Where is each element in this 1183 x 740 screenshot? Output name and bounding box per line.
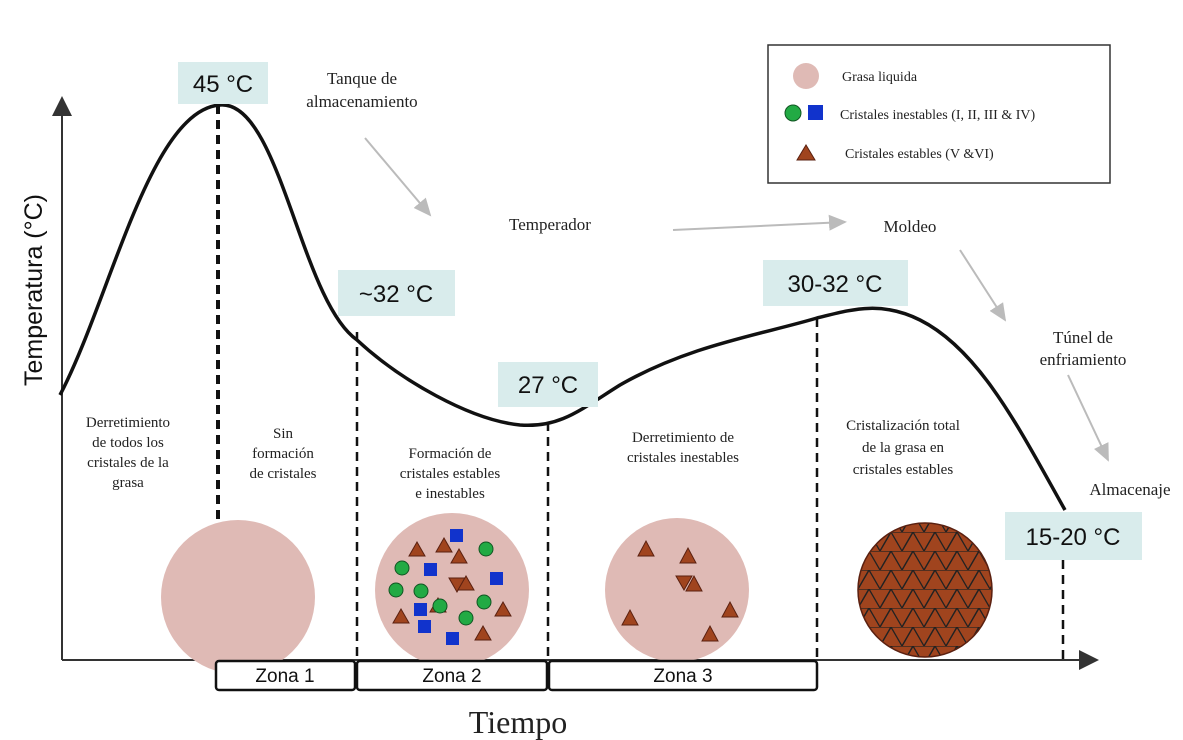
phase-label: formación — [252, 446, 314, 462]
fat-circle-crystallized — [858, 523, 992, 657]
zone-label: Zona 1 — [255, 666, 314, 687]
phase-label: cristales estables — [400, 466, 501, 482]
phase-label: grasa — [112, 475, 144, 491]
temp-label: 30-32 °C — [788, 271, 883, 298]
legend-label: Cristales estables (V &VI) — [845, 147, 994, 162]
temp-label: 15-20 °C — [1026, 524, 1121, 551]
phase-label: de todos los — [92, 435, 164, 451]
phase-label: Formación de — [409, 446, 492, 462]
legend-icon — [793, 63, 819, 89]
fat-circle — [161, 520, 315, 674]
phase-label: Cristalización total — [846, 418, 960, 434]
step-label: Túnel de — [1053, 328, 1113, 347]
legend-icon — [808, 105, 823, 120]
step-label: Almacenaje — [1089, 480, 1170, 499]
phase-label: de cristales — [249, 466, 316, 482]
fat-circle-stable — [605, 518, 749, 662]
phase-label: Derretimiento — [86, 415, 170, 431]
phase-label: e inestables — [415, 486, 485, 502]
temp-label: 27 °C — [518, 372, 578, 399]
x-axis-title: Tiempo — [469, 704, 567, 740]
y-axis-title: Temperatura (°C) — [20, 194, 48, 386]
legend-label: Cristales inestables (I, II, III & IV) — [840, 108, 1035, 123]
phase-label: Sin — [273, 426, 294, 442]
diagram: 45 °C ~32 °C 27 °C 30-32 °C 15-20 °C Tan… — [0, 0, 1183, 740]
step-label: almacenamiento — [306, 92, 417, 111]
step-label: enfriamiento — [1040, 350, 1127, 369]
phase-label: Derretimiento de — [632, 430, 734, 446]
phase-label: de la grasa en — [862, 440, 945, 456]
legend-label: Grasa liquida — [842, 70, 918, 85]
temp-label: ~32 °C — [359, 281, 433, 308]
phase-label: cristales de la — [87, 455, 169, 471]
temp-label: 45 °C — [193, 71, 253, 98]
phase-label: cristales inestables — [627, 450, 739, 466]
zone-label: Zona 3 — [653, 666, 712, 687]
step-label: Temperador — [509, 215, 591, 234]
process-arrows — [365, 138, 1108, 460]
fat-circle-mixed — [375, 513, 529, 667]
zone-label: Zona 2 — [422, 666, 481, 687]
phase-label: cristales estables — [853, 462, 954, 478]
legend-icon — [785, 105, 801, 121]
step-label: Tanque de — [327, 69, 397, 88]
step-label: Moldeo — [884, 217, 937, 236]
